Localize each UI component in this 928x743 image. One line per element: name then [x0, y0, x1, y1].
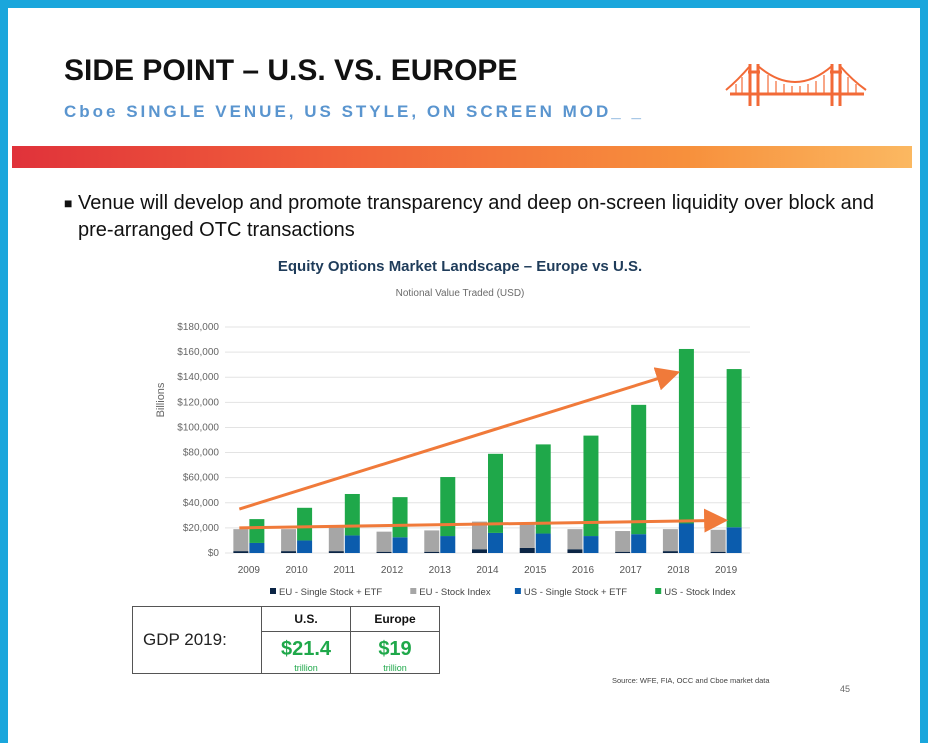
bar-eu-stock-index: [472, 521, 487, 550]
x-tick-label: 2018: [667, 565, 690, 576]
legend-swatch: [410, 588, 417, 594]
y-tick-label: $0: [208, 548, 220, 559]
legend-label: EU - Single Stock + ETF: [279, 587, 382, 598]
x-tick-label: 2010: [285, 565, 308, 576]
bar-eu-stock-index: [376, 531, 392, 552]
bar-eu-stock-index: [519, 524, 535, 548]
y-tick-label: $20,000: [183, 523, 220, 534]
legend-swatch: [270, 588, 276, 594]
x-tick-label: 2009: [238, 565, 261, 576]
bar-us-single-stock-etf: [583, 536, 599, 553]
x-tick-label: 2016: [572, 565, 595, 576]
x-tick-label: 2017: [620, 565, 643, 576]
gdp-value-europe: $19: [378, 638, 412, 660]
slide-subtitle: Cboe SINGLE VENUE, US STYLE, ON SCREEN M…: [64, 102, 644, 121]
gdp-value-us: $21.4: [280, 638, 332, 660]
bar-eu-single-stock-etf: [328, 551, 344, 553]
y-tick-label: $180,000: [177, 322, 219, 333]
bar-eu-stock-index: [328, 525, 344, 552]
bar-us-single-stock-etf: [535, 533, 551, 553]
stacked-bar-chart: $0 $20,000 $40,000 $60,000 $80,000 $100,000 $1…: [155, 322, 750, 598]
bar-us-single-stock-etf: [344, 535, 360, 553]
x-tick-label: 2012: [381, 565, 404, 576]
bar-eu-stock-index: [710, 529, 726, 552]
bar-us-stock-index: [726, 369, 742, 528]
x-tick-label: 2011: [334, 565, 356, 576]
bar-eu-single-stock-etf: [662, 551, 678, 553]
bar-eu-single-stock-etf: [615, 551, 631, 553]
bar-eu-stock-index: [233, 529, 249, 552]
y-axis-label: Billions: [155, 382, 167, 417]
bar-eu-single-stock-etf: [567, 549, 583, 553]
bar-eu-stock-index: [615, 531, 631, 552]
bar-eu-single-stock-etf: [424, 551, 440, 553]
legend-swatch: [514, 588, 521, 594]
accent-band: [12, 146, 912, 168]
x-tick-label: 2013: [429, 565, 452, 576]
y-tick-label: $160,000: [177, 347, 219, 358]
slide-title: SIDE POINT – U.S. VS. EUROPE: [64, 54, 518, 87]
bar-us-stock-index: [392, 497, 408, 538]
gdp-cell-europe: $19 trillion: [350, 631, 440, 674]
bar-us-stock-index: [249, 519, 265, 543]
bar-eu-stock-index: [424, 530, 440, 552]
gdp-header-us: U.S.: [261, 606, 351, 632]
y-tick-label: $60,000: [183, 473, 220, 484]
bar-us-stock-index: [631, 404, 647, 535]
x-tick-label: 2014: [476, 565, 499, 576]
bar-us-stock-index: [583, 435, 599, 537]
gdp-unit-us: trillion: [294, 663, 318, 673]
legend-label: US - Stock Index: [664, 587, 736, 598]
golden-gate-bridge-icon: [725, 64, 867, 106]
bar-us-single-stock-etf: [678, 523, 694, 553]
bar-us-single-stock-etf: [440, 536, 456, 553]
gdp-unit-europe: trillion: [383, 663, 407, 673]
bar-us-stock-index: [678, 348, 694, 524]
bar-us-single-stock-etf: [249, 542, 265, 553]
gdp-table: GDP 2019: U.S. Europe $21.4 trillion $19…: [132, 606, 440, 674]
y-tick-label: $120,000: [177, 397, 219, 408]
page-number: 45: [840, 684, 851, 694]
bar-eu-stock-index: [662, 529, 678, 552]
bar-eu-single-stock-etf: [376, 551, 392, 553]
bar-us-stock-index: [440, 477, 456, 537]
bar-us-stock-index: [344, 493, 360, 536]
bar-us-single-stock-etf: [297, 540, 313, 553]
x-tick-label: 2019: [715, 565, 738, 576]
bar-us-single-stock-etf: [631, 534, 647, 553]
bar-us-stock-index: [297, 507, 313, 541]
bar-us-stock-index: [488, 453, 503, 533]
bar-us-single-stock-etf: [726, 527, 742, 553]
chart-subtitle: Notional Value Traded (USD): [395, 288, 525, 299]
bar-eu-single-stock-etf: [519, 547, 535, 553]
bar-eu-single-stock-etf: [233, 551, 249, 553]
gdp-header-europe: Europe: [350, 606, 440, 632]
bar-eu-stock-index: [281, 529, 297, 552]
bar-eu-stock-index: [567, 529, 583, 550]
gdp-cell-us: $21.4 trillion: [261, 631, 351, 674]
bullet-square-icon: ■: [64, 195, 73, 211]
y-tick-label: $80,000: [183, 448, 220, 459]
trend-arrow: [239, 508, 729, 533]
bullet-text: Venue will develop and promote transpare…: [78, 192, 875, 241]
bar-eu-single-stock-etf: [710, 551, 726, 553]
gdp-label: GDP 2019:: [132, 606, 262, 674]
y-tick-label: $40,000: [183, 498, 220, 509]
bar-us-single-stock-etf: [488, 532, 503, 553]
legend-label: US - Single Stock + ETF: [524, 587, 627, 598]
chart-title: Equity Options Market Landscape – Europe…: [277, 258, 643, 275]
y-tick-label: $140,000: [177, 372, 219, 383]
x-tick-label: 2015: [524, 565, 547, 576]
legend-swatch: [655, 588, 662, 594]
y-tick-label: $100,000: [177, 422, 219, 433]
source-note: Source: WFE, FIA, OCC and Cboe market da…: [612, 676, 770, 685]
legend-label: EU - Stock Index: [419, 587, 491, 598]
bar-eu-single-stock-etf: [281, 551, 297, 553]
bullet-point: ■ Venue will develop and promote transpa…: [64, 190, 904, 244]
bar-eu-single-stock-etf: [472, 549, 487, 553]
bar-us-stock-index: [535, 444, 551, 534]
bar-us-single-stock-etf: [392, 537, 408, 553]
trend-arrow: [238, 367, 681, 511]
